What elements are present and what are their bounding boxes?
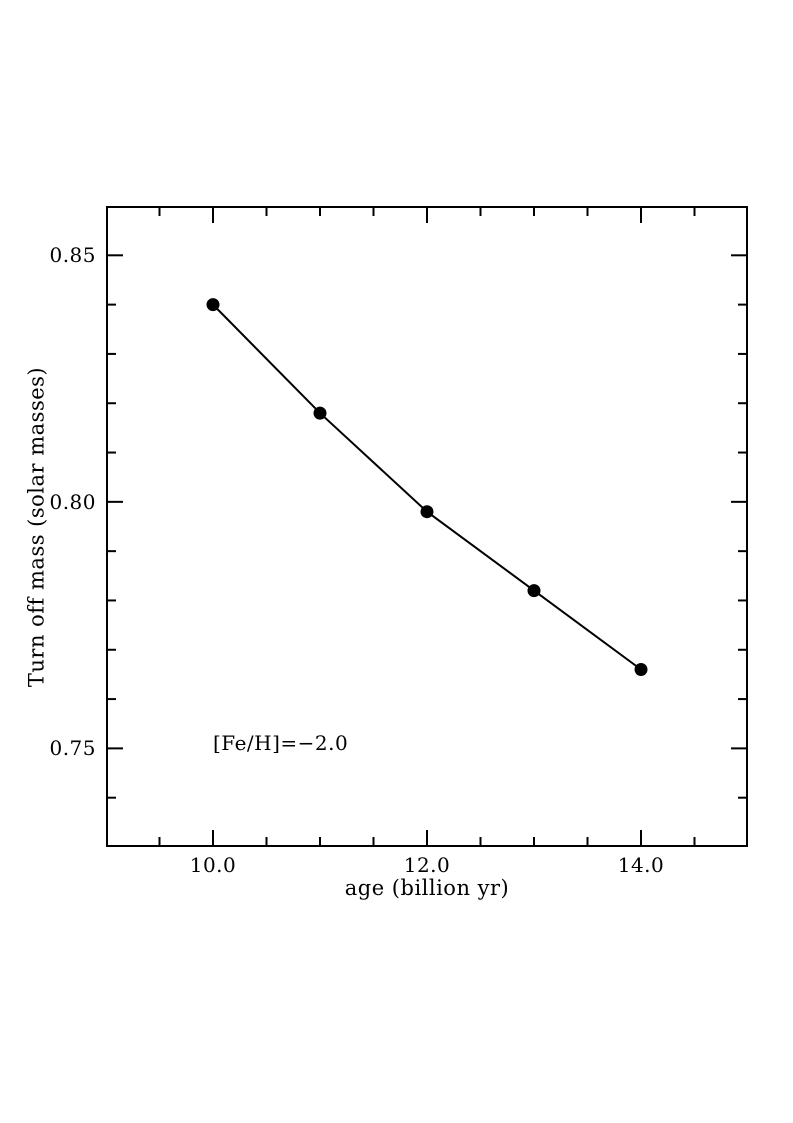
data-point	[313, 406, 327, 420]
metallicity-annotation: [Fe/H]=−2.0	[213, 731, 349, 756]
plot-canvas	[106, 206, 748, 847]
x-tick-label: 14.0	[617, 853, 665, 877]
x-axis-label: age (billion yr)	[344, 876, 510, 900]
data-point	[420, 505, 434, 519]
data-point	[206, 298, 220, 312]
y-tick-label: 0.85	[49, 243, 96, 268]
data-point	[634, 662, 648, 676]
y-tick-label: 0.80	[49, 489, 96, 514]
x-tick-label: 12.0	[403, 853, 451, 877]
y-axis-label: Turn off mass (solar masses)	[24, 366, 49, 687]
plot-frame	[106, 206, 748, 847]
x-tick-label: 10.0	[189, 853, 237, 877]
y-tick-label: 0.75	[49, 736, 96, 761]
data-point	[527, 584, 541, 598]
data-line	[212, 303, 642, 671]
